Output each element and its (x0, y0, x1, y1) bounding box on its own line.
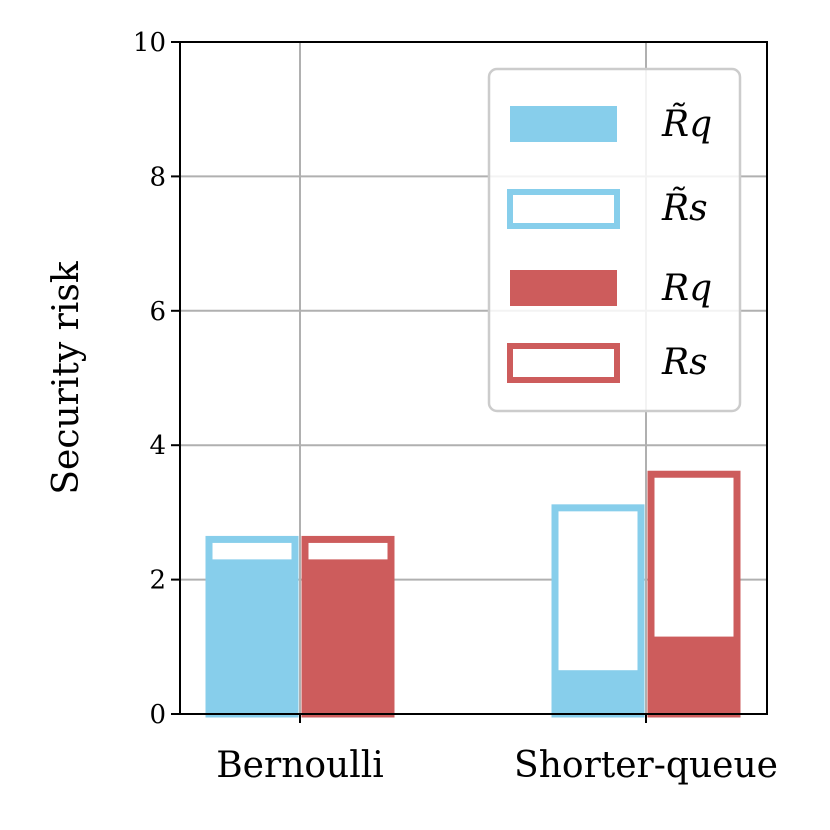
legend-label: R̃q (661, 103, 712, 145)
legend-swatch-outline (507, 189, 620, 229)
filled-bar-overlay (551, 670, 645, 714)
legend-label: R̃s (661, 187, 708, 229)
y-axis-ticks: 0 2 4 6 8 10 (133, 28, 180, 730)
y-tick-label: 2 (149, 566, 166, 596)
legend-label: Rq (661, 268, 712, 309)
y-tick-label: 8 (149, 162, 166, 192)
legend-label: Rs (661, 342, 708, 383)
x-tick-label: Bernoulli (216, 745, 384, 786)
plot-frame (179, 41, 768, 715)
y-tick-label: 6 (149, 297, 166, 327)
y-tick-label: 0 (149, 700, 166, 730)
filled-bar-overlay (205, 559, 299, 714)
bars (205, 470, 741, 718)
x-tick-label: Shorter-queue (514, 745, 778, 786)
outline-bar-interior (555, 507, 641, 671)
y-tick-label: 10 (133, 28, 166, 58)
legend: R̃q R̃s Rq Rs (487, 67, 742, 413)
y-tick-label: 4 (149, 431, 166, 461)
legend-swatch-outline (507, 343, 620, 383)
legend-box (487, 67, 742, 413)
legend-swatch-filled (510, 106, 617, 142)
outline-bar-interior (651, 474, 737, 637)
legend-swatch-filled (510, 270, 617, 306)
filled-bar-overlay (301, 559, 395, 714)
outline-bar-interior (209, 539, 295, 560)
filled-bar-overlay (647, 636, 741, 714)
y-axis-title: Security risk (46, 260, 87, 494)
x-axis-ticks: Bernoulli Shorter-queue (216, 714, 778, 786)
outline-bar-interior (305, 539, 391, 560)
